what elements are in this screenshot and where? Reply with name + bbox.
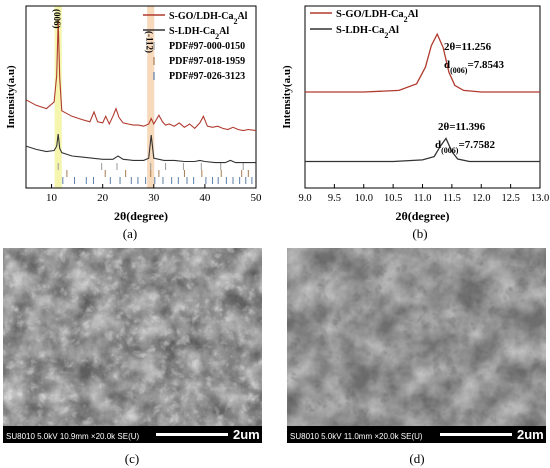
legend-label-pdf: PDF#97-000-0150: [169, 41, 245, 52]
legend-label-pdf: PDF#97-026-3123: [169, 71, 245, 82]
x-tick-label: 13.0: [531, 193, 549, 204]
peak-annotation-sldh-d: d(006)=7.7582: [435, 139, 495, 155]
sem-info-bar-d: SU8010 5.0kV 11.0mm ×20.0k SE(U) 2um: [287, 426, 546, 443]
x-tick-label: 40: [199, 192, 211, 204]
x-tick-label: 50: [251, 192, 263, 204]
series-line-sgo: [25, 20, 257, 132]
peak-annotation-sldh-2theta: 2θ=11.396: [438, 121, 486, 133]
x-tick-label: 12.0: [472, 193, 490, 204]
peak-label-006: (006): [52, 9, 62, 28]
peak-label-112: (-112): [145, 31, 155, 53]
caption-b: (b): [412, 226, 428, 241]
peak-annotation-sgo-d: d(006)=7.8543: [444, 59, 504, 75]
x-tick-label: 20: [97, 192, 109, 204]
sem-info-text-c: SU8010 5.0kV 10.9mm ×20.0k SE(U): [6, 432, 140, 441]
highlight-band: [147, 6, 155, 188]
x-tick-label: 9.0: [298, 193, 311, 204]
peak-annotation-sgo-2theta: 2θ=11.256: [444, 41, 492, 53]
sem-image-d: SU8010 5.0kV 11.0mm ×20.0k SE(U) 2um: [287, 248, 546, 443]
legend-label-sgo: S-GO/LDH-Ca2Al: [169, 11, 248, 26]
y-axis-label: Intensity(a.u): [5, 65, 17, 129]
sem-image-c: SU8010 5.0kV 10.9mm ×20.0k SE(U) 2um: [3, 248, 262, 443]
x-tick-label: 10.0: [355, 193, 373, 204]
caption-d: (d): [409, 451, 425, 466]
highlight-band: [54, 6, 62, 188]
x-tick-label: 10: [46, 192, 58, 204]
caption-c: (c): [124, 451, 140, 466]
sem-info-bar-c: SU8010 5.0kV 10.9mm ×20.0k SE(U) 2um: [3, 426, 262, 443]
legend-label-sldh: S-LDH-Ca2Al: [336, 25, 399, 40]
sem-info-text-d: SU8010 5.0kV 11.0mm ×20.0k SE(U): [290, 432, 423, 441]
x-axis-label: 2θ(degree): [114, 209, 168, 223]
legend-label-sgo: S-GO/LDH-Ca2Al: [336, 9, 418, 24]
series-line-sgo: [305, 32, 540, 93]
plot-frame: [25, 5, 257, 189]
series-line-sldh: [25, 133, 256, 164]
scale-bar-c: [156, 433, 228, 436]
xrd-chart-b: 9.0 9.5 10.0 10.5 11.0 11.5 12.0 12.5 13.0 2θ(deg…: [281, 5, 549, 223]
y-axis-label: Intensity(a.u): [281, 65, 293, 129]
scale-bar-d: [440, 433, 512, 436]
legend-label-sldh: S-LDH-Ca2Al: [169, 26, 229, 41]
scale-label-d: 2um: [517, 427, 544, 442]
series-line-sldh: [305, 137, 540, 163]
sem-texture-d: [287, 248, 546, 426]
x-tick-label: 9.5: [328, 193, 341, 204]
scale-label-c: 2um: [233, 427, 260, 442]
x-tick-label: 11.0: [414, 193, 432, 204]
x-axis-label: 2θ(degree): [395, 209, 449, 223]
x-tick-label: 12.5: [501, 193, 519, 204]
x-tick-label: 11.5: [443, 193, 461, 204]
caption-a: (a): [122, 226, 138, 241]
xrd-chart-a: 10 20 30 40 50 2θ(degree) Intensity(a.u) (006) (…: [5, 5, 263, 223]
x-tick-label: 10.5: [384, 193, 402, 204]
x-tick-label: 30: [148, 192, 160, 204]
sem-texture-c: [3, 248, 262, 426]
legend-label-pdf: PDF#97-018-1959: [169, 56, 245, 67]
